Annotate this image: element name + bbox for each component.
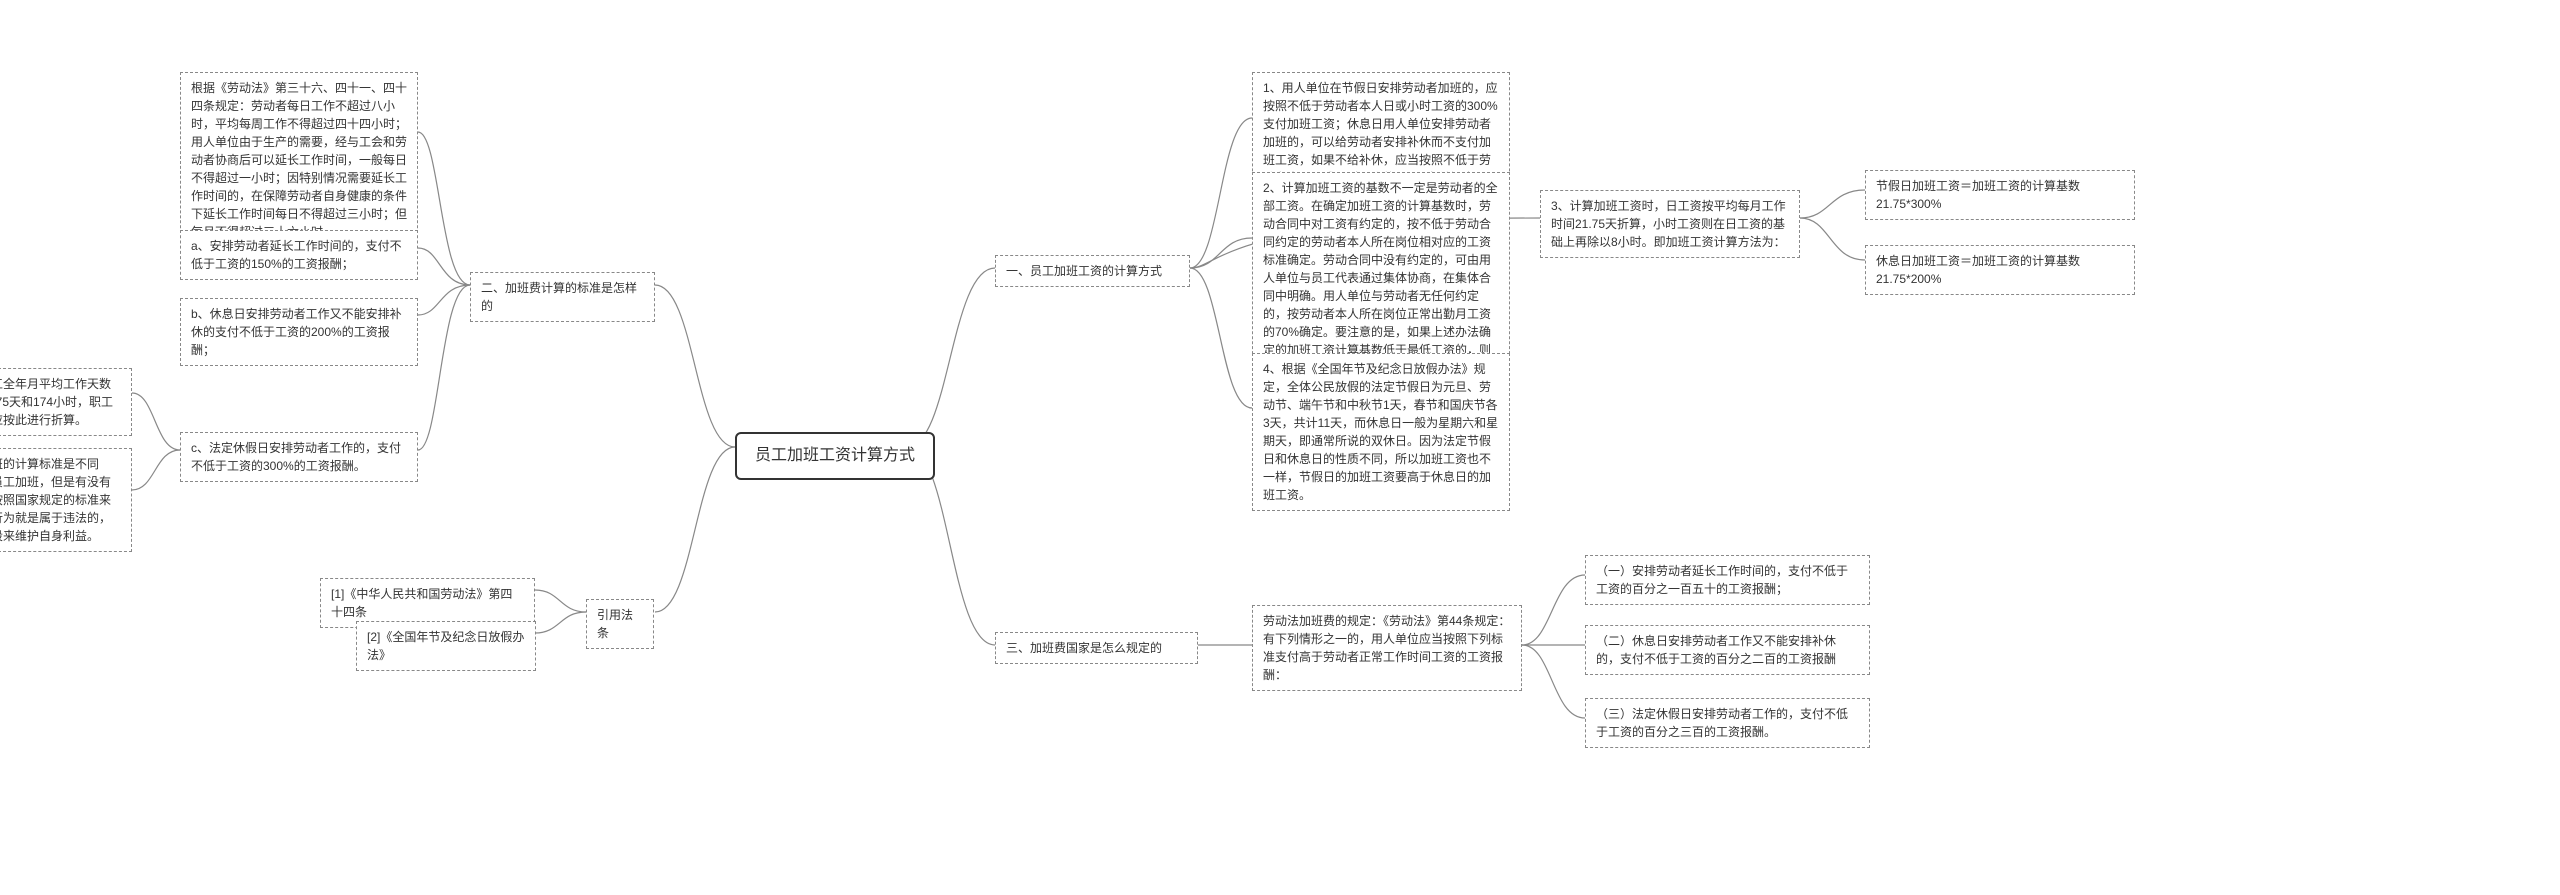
root-node: 员工加班工资计算方式	[735, 432, 935, 480]
laws-l1-text: [1]《中华人民共和国劳动法》第四十四条	[331, 587, 512, 619]
section3-i3-text: （三）法定休假日安排劳动者工作的，支付不低于工资的百分之三百的工资报酬。	[1596, 707, 1848, 739]
section2-c-sub2: 其中在不同时间段加班的计算标准是不同的。如果单位安排了员工加班，但是有没有支付加…	[0, 448, 132, 552]
section1-p2-text: 2、计算加班工资的基数不一定是劳动者的全部工资。在确定加班工资的计算基数时，劳动…	[1263, 181, 1498, 375]
section2-c-sub1-text: 目前，国家规定的职工全年月平均工作天数和工作时间分别为21.75天和174小时，…	[0, 377, 113, 427]
section2-a: a、安排劳动者延长工作时间的，支付不低于工资的150%的工资报酬；	[180, 230, 418, 280]
section3-title: 三、加班费国家是怎么规定的	[995, 632, 1198, 664]
section1-p3: 3、计算加班工资时，日工资按平均每月工作时间21.75天折算，小时工资则在日工资…	[1540, 190, 1800, 258]
section1-p3-sub2-text: 休息日加班工资＝加班工资的计算基数21.75*200%	[1876, 254, 2080, 286]
section2-intro: 根据《劳动法》第三十六、四十一、四十四条规定：劳动者每日工作不超过八小时，平均每…	[180, 72, 418, 248]
section3-i3: （三）法定休假日安排劳动者工作的，支付不低于工资的百分之三百的工资报酬。	[1585, 698, 1870, 748]
section1-p3-sub2: 休息日加班工资＝加班工资的计算基数21.75*200%	[1865, 245, 2135, 295]
root-label: 员工加班工资计算方式	[755, 447, 915, 464]
laws-l2: [2]《全国年节及纪念日放假办法》	[356, 621, 536, 671]
section1-title: 一、员工加班工资的计算方式	[995, 255, 1190, 287]
section3-intro: 劳动法加班费的规定：《劳动法》第44条规定：有下列情形之一的，用人单位应当按照下…	[1252, 605, 1522, 691]
section2-title-text: 二、加班费计算的标准是怎样的	[481, 281, 637, 313]
section1-p3-sub1: 节假日加班工资＝加班工资的计算基数21.75*300%	[1865, 170, 2135, 220]
section1-title-text: 一、员工加班工资的计算方式	[1006, 264, 1162, 278]
section3-intro-text: 劳动法加班费的规定：《劳动法》第44条规定：有下列情形之一的，用人单位应当按照下…	[1263, 614, 1510, 682]
laws-title: 引用法条	[586, 599, 654, 649]
section1-p3-sub1-text: 节假日加班工资＝加班工资的计算基数21.75*300%	[1876, 179, 2080, 211]
section3-i1-text: （一）安排劳动者延长工作时间的，支付不低于工资的百分之一百五十的工资报酬；	[1596, 564, 1848, 596]
section3-i1: （一）安排劳动者延长工作时间的，支付不低于工资的百分之一百五十的工资报酬；	[1585, 555, 1870, 605]
section2-b: b、休息日安排劳动者工作又不能安排补休的支付不低于工资的200%的工资报酬；	[180, 298, 418, 366]
section3-title-text: 三、加班费国家是怎么规定的	[1006, 641, 1162, 655]
section2-a-text: a、安排劳动者延长工作时间的，支付不低于工资的150%的工资报酬；	[191, 239, 402, 271]
section1-p4-text: 4、根据《全国年节及纪念日放假办法》规定，全体公民放假的法定节假日为元旦、劳动节…	[1263, 362, 1498, 502]
section2-intro-text: 根据《劳动法》第三十六、四十一、四十四条规定：劳动者每日工作不超过八小时，平均每…	[191, 81, 407, 239]
section2-title: 二、加班费计算的标准是怎样的	[470, 272, 655, 322]
section2-c: c、法定休假日安排劳动者工作的，支付不低于工资的300%的工资报酬。	[180, 432, 418, 482]
section2-b-text: b、休息日安排劳动者工作又不能安排补休的支付不低于工资的200%的工资报酬；	[191, 307, 402, 357]
section3-i2: （二）休息日安排劳动者工作又不能安排补休的，支付不低于工资的百分之二百的工资报酬	[1585, 625, 1870, 675]
section2-c-sub1: 目前，国家规定的职工全年月平均工作天数和工作时间分别为21.75天和174小时，…	[0, 368, 132, 436]
section3-i2-text: （二）休息日安排劳动者工作又不能安排补休的，支付不低于工资的百分之二百的工资报酬	[1596, 634, 1836, 666]
section2-c-sub2-text: 其中在不同时间段加班的计算标准是不同的。如果单位安排了员工加班，但是有没有支付加…	[0, 457, 111, 543]
section1-p4: 4、根据《全国年节及纪念日放假办法》规定，全体公民放假的法定节假日为元旦、劳动节…	[1252, 353, 1510, 511]
laws-title-text: 引用法条	[597, 608, 633, 640]
laws-l2-text: [2]《全国年节及纪念日放假办法》	[367, 630, 524, 662]
section1-p3-text: 3、计算加班工资时，日工资按平均每月工作时间21.75天折算，小时工资则在日工资…	[1551, 199, 1786, 249]
section2-c-text: c、法定休假日安排劳动者工作的，支付不低于工资的300%的工资报酬。	[191, 441, 401, 473]
